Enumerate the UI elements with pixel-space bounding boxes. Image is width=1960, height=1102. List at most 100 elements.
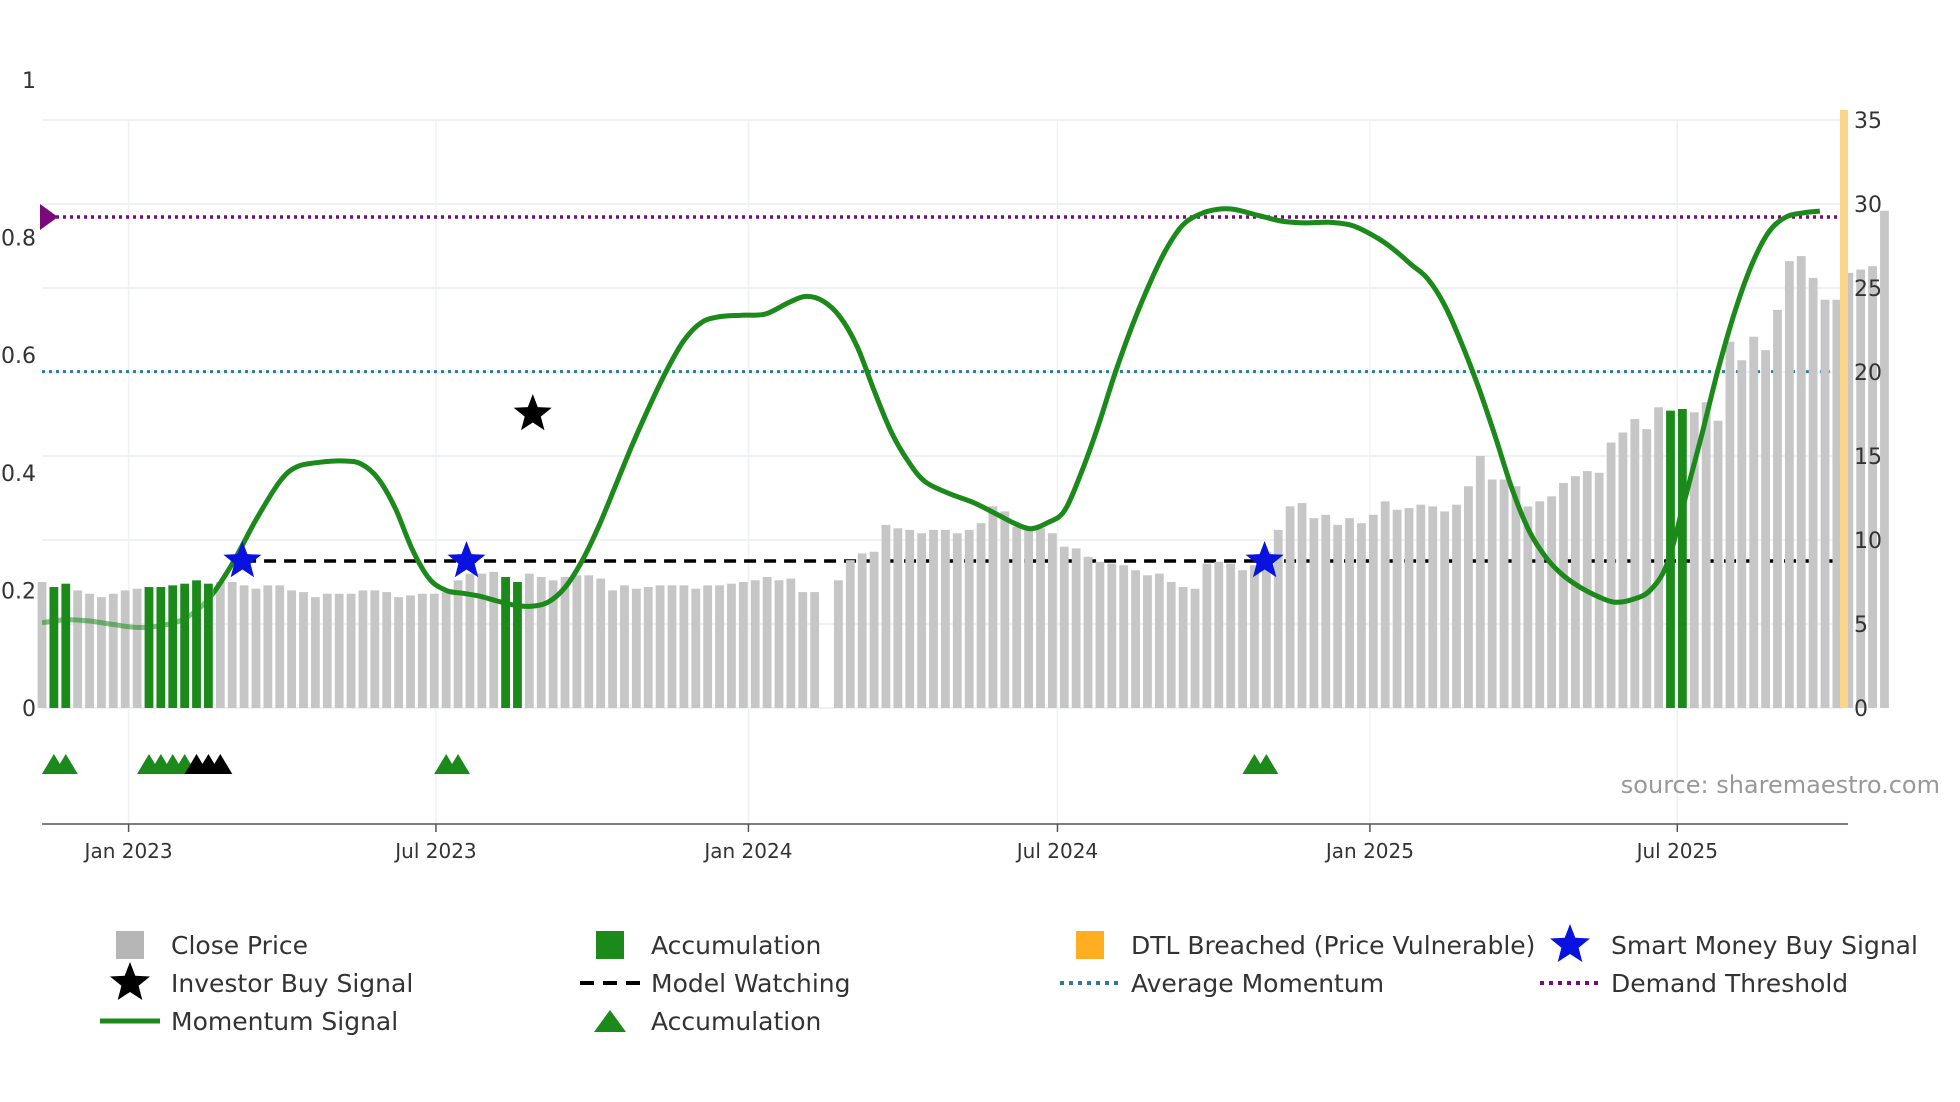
accumulation-bar xyxy=(49,587,59,708)
close-price-bar xyxy=(310,597,320,708)
close-price-bar xyxy=(1618,432,1628,708)
close-price-bar xyxy=(394,597,404,708)
close-price-bar xyxy=(988,506,998,708)
legend-label: Model Watching xyxy=(651,969,851,998)
legend-swatch-square xyxy=(116,931,144,959)
y-left-tick-label: 0 xyxy=(22,697,36,722)
close-price-bar xyxy=(798,592,808,708)
close-price-bar xyxy=(1749,336,1759,708)
source-label: source: sharemaestro.com xyxy=(1621,771,1940,799)
close-price-bar xyxy=(406,595,415,708)
y-right-tick-label: 5 xyxy=(1854,613,1868,638)
close-price-bar xyxy=(857,553,867,708)
x-tick-label: Jul 2023 xyxy=(393,839,476,863)
close-price-bar xyxy=(429,593,439,708)
close-price-bar xyxy=(869,551,879,708)
close-price-bar xyxy=(465,573,475,708)
close-price-bar xyxy=(596,578,606,708)
close-price-bar xyxy=(1047,533,1057,708)
close-price-bar xyxy=(1321,514,1331,708)
demand-threshold-marker xyxy=(40,204,58,231)
close-price-bar xyxy=(275,585,285,708)
close-price-bar xyxy=(1689,412,1699,708)
x-tick-label: Jan 2023 xyxy=(83,839,173,863)
accumulation-bar xyxy=(501,576,510,708)
close-price-bar xyxy=(952,533,962,708)
close-price-bar xyxy=(834,580,843,708)
legend-swatch-square xyxy=(1076,931,1104,959)
close-price-bar xyxy=(976,523,986,708)
close-price-bar xyxy=(1202,563,1212,708)
close-price-bar xyxy=(1464,486,1473,708)
close-price-bar xyxy=(1368,514,1378,708)
legend-swatch-star xyxy=(1550,924,1590,962)
smart-money-buy-signal-star xyxy=(223,541,262,578)
close-price-bar xyxy=(1428,506,1438,708)
close-price-bar xyxy=(1190,588,1200,708)
accumulation-triangle xyxy=(53,754,78,774)
close-price-bar xyxy=(1107,563,1117,708)
close-price-bar xyxy=(1357,523,1366,708)
momentum-signal-line xyxy=(213,206,1821,609)
x-tick-label: Jan 2024 xyxy=(702,839,792,863)
x-tick-label: Jan 2025 xyxy=(1324,839,1414,863)
close-price-bar xyxy=(1166,582,1176,708)
close-price-bar xyxy=(1071,548,1081,708)
x-tick-label: Jul 2024 xyxy=(1015,839,1098,863)
close-price-bar xyxy=(1000,511,1010,708)
close-price-bar xyxy=(1036,528,1045,708)
close-price-bar xyxy=(417,593,427,708)
close-price-bar xyxy=(1273,529,1283,708)
legend-label: Demand Threshold xyxy=(1611,969,1848,998)
close-price-bar xyxy=(536,576,546,708)
close-price-bar xyxy=(1261,551,1271,708)
close-price-bar xyxy=(727,583,736,708)
y-right-tick-label: 25 xyxy=(1854,277,1882,302)
y-left-tick-label: 1 xyxy=(22,69,36,94)
close-price-bar xyxy=(1309,518,1319,708)
smart-money-buy-signal-star xyxy=(447,541,486,578)
close-price-bar xyxy=(845,560,855,708)
accumulation-bar xyxy=(180,583,190,708)
close-price-bar xyxy=(1856,269,1866,708)
legend-label: Accumulation xyxy=(651,931,821,960)
close-price-bar xyxy=(810,592,820,708)
legend-swatch-square xyxy=(596,931,624,959)
close-price-bar xyxy=(239,585,249,708)
y-right-tick-label: 35 xyxy=(1854,109,1882,134)
close-price-bar xyxy=(1083,556,1093,708)
close-price-bar xyxy=(738,582,748,708)
close-price-bar xyxy=(1868,266,1877,708)
accumulation-bar xyxy=(1677,408,1687,708)
accumulation-bar xyxy=(513,582,522,708)
close-price-bar xyxy=(584,575,594,708)
y-right-tick-label: 15 xyxy=(1854,445,1882,470)
close-price-bar xyxy=(1725,341,1735,708)
close-price-bar xyxy=(1238,570,1247,708)
momentum-line xyxy=(41,206,1821,630)
x-tick-label: Jul 2025 xyxy=(1635,839,1718,863)
close-price-bar xyxy=(1713,420,1723,708)
close-price-bar xyxy=(560,576,570,708)
close-price-bar xyxy=(120,590,130,708)
accumulation-bar xyxy=(168,585,178,708)
close-price-bar xyxy=(1808,277,1818,708)
close-price-bar xyxy=(334,593,344,708)
close-price-bar xyxy=(1820,299,1830,708)
close-price-bar xyxy=(715,585,724,708)
close-price-bar xyxy=(1214,561,1224,708)
close-price-bar xyxy=(1547,496,1557,708)
close-price-bar xyxy=(667,585,677,708)
y-left-tick-label: 0.2 xyxy=(1,579,36,604)
accumulation-bar xyxy=(144,587,154,708)
close-price-bar xyxy=(1737,360,1747,708)
close-price-bar xyxy=(85,593,94,708)
y-right-tick-label: 30 xyxy=(1854,193,1882,218)
close-price-bar xyxy=(1523,506,1533,708)
close-price-bar xyxy=(1297,503,1307,708)
signal-markers xyxy=(41,394,1284,774)
close-price-bar xyxy=(1012,526,1022,708)
close-price-bar xyxy=(620,585,629,708)
grid-layer xyxy=(42,119,1842,824)
